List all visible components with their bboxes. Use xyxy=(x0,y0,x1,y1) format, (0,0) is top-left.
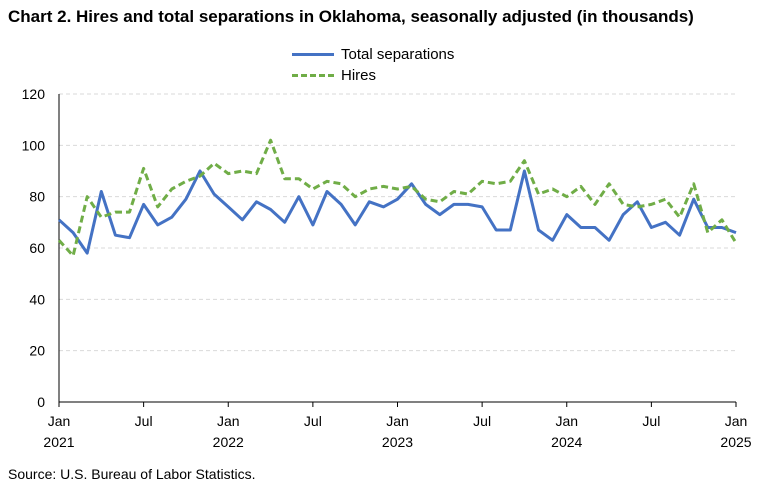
x-tick-label-month: Jul xyxy=(135,413,153,429)
y-tick-label: 100 xyxy=(22,137,46,153)
legend-swatch-total-separations xyxy=(292,53,334,56)
x-axis-tick-labels: Jan 2021 Jul Jan 2022 Jul Jan 2023 Jul Jan 2024 Jul… xyxy=(43,413,751,450)
y-tick-label: 120 xyxy=(22,86,46,102)
y-tick-label: 20 xyxy=(29,343,45,359)
x-tick-label-month: Jan xyxy=(555,413,578,429)
legend-item-total-separations: Total separations xyxy=(292,44,454,65)
x-tick-label-month: Jul xyxy=(473,413,491,429)
x-tick-label-month: Jul xyxy=(642,413,660,429)
y-tick-label: 80 xyxy=(29,189,45,205)
x-tick-label-year: 2023 xyxy=(382,434,413,450)
x-tick-label-year: 2021 xyxy=(43,434,74,450)
x-tick-label-month: Jan xyxy=(48,413,71,429)
chart-legend: Total separations Hires xyxy=(292,44,454,86)
y-tick-label: 0 xyxy=(37,394,45,410)
y-axis-tick-labels: 0 20 40 60 80 100 120 xyxy=(22,86,46,410)
chart-title: Chart 2. Hires and total separations in … xyxy=(8,7,694,26)
y-tick-label: 60 xyxy=(29,240,45,256)
x-tick-label-month: Jan xyxy=(725,413,748,429)
legend-item-hires: Hires xyxy=(292,65,454,86)
x-tick-label-year: 2024 xyxy=(551,434,582,450)
legend-label-total-separations: Total separations xyxy=(341,46,455,63)
x-tick-label-month: Jan xyxy=(386,413,409,429)
axes xyxy=(58,94,737,407)
series-lines xyxy=(57,138,738,258)
x-tick-label-year: 2025 xyxy=(720,434,751,450)
legend-swatch-hires xyxy=(292,74,334,77)
gridlines xyxy=(59,93,736,352)
y-tick-label: 40 xyxy=(29,291,45,307)
total-separations-line xyxy=(57,169,737,255)
x-tick-label-month: Jul xyxy=(304,413,322,429)
x-tick-label-year: 2022 xyxy=(213,434,244,450)
hires-line xyxy=(57,138,738,258)
source-note: Source: U.S. Bureau of Labor Statistics. xyxy=(8,466,256,482)
x-tick-label-month: Jan xyxy=(217,413,240,429)
legend-label-hires: Hires xyxy=(341,67,377,84)
